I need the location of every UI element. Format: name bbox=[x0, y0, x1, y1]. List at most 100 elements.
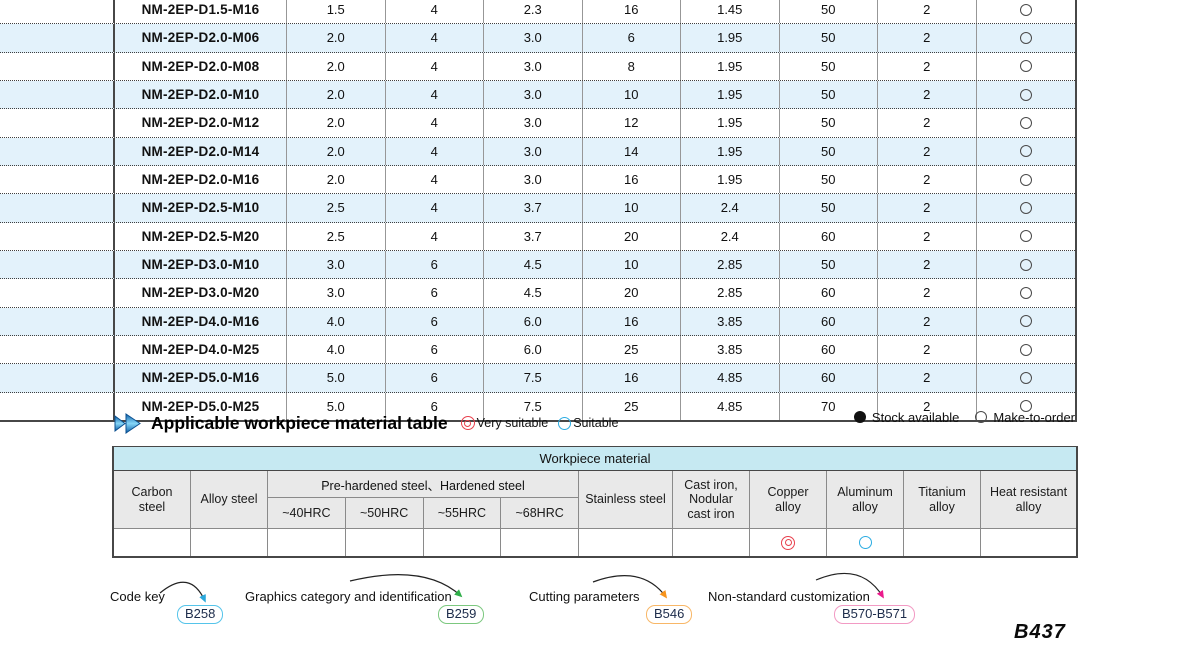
workpiece-table-title: Workpiece material bbox=[114, 447, 1076, 471]
spec-value: 6 bbox=[386, 364, 484, 392]
product-code: NM-2EP-D2.0-M06 bbox=[115, 24, 287, 52]
product-code: NM-2EP-D4.0-M25 bbox=[115, 335, 287, 364]
spec-value: 6 bbox=[386, 307, 484, 335]
spec-value: 50 bbox=[780, 137, 878, 165]
suitable-icon bbox=[558, 416, 572, 430]
spec-value: 3.0 bbox=[287, 250, 386, 279]
spec-value: 2 bbox=[878, 222, 977, 250]
spec-value: 60 bbox=[780, 364, 878, 392]
suitable-legend: Suitable bbox=[558, 416, 618, 430]
spec-value: 1.5 bbox=[287, 0, 386, 24]
product-code: NM-2EP-D5.0-M16 bbox=[115, 364, 287, 392]
stock-status-cell bbox=[977, 166, 1076, 193]
spec-value: 2 bbox=[878, 194, 977, 222]
spec-value: 50 bbox=[780, 24, 878, 52]
product-code: NM-2EP-D5.0-M25 bbox=[115, 392, 287, 420]
spec-value: 10 bbox=[583, 194, 681, 222]
product-code: NM-2EP-D4.0-M16 bbox=[115, 307, 287, 335]
product-code: NM-2EP-D2.5-M10 bbox=[115, 194, 287, 222]
spec-value: 14 bbox=[583, 137, 681, 165]
spec-value: 16 bbox=[583, 364, 681, 392]
spec-value: 2.0 bbox=[287, 24, 386, 52]
ref-label-cutting-parameters: Cutting parameters bbox=[529, 589, 640, 604]
product-code: NM-2EP-D2.0-M12 bbox=[115, 109, 287, 137]
spec-value: 4 bbox=[386, 194, 484, 222]
table-row: NM-2EP-D3.0-M20 3.0 6 4.5 20 2.85 60 2 bbox=[0, 279, 1075, 308]
make-to-order-icon bbox=[1019, 173, 1032, 186]
spec-value: 2 bbox=[878, 0, 977, 24]
spec-value: 4.5 bbox=[484, 279, 583, 307]
spec-value: 3.0 bbox=[484, 109, 583, 137]
row-image-cell bbox=[0, 24, 115, 52]
suitable-label: Suitable bbox=[573, 416, 619, 430]
stock-available-label: Stock available bbox=[871, 409, 960, 425]
spec-value: 2 bbox=[878, 24, 977, 52]
spec-value: 6.0 bbox=[484, 335, 583, 364]
stock-status-cell bbox=[977, 251, 1076, 278]
very-suitable-icon bbox=[460, 416, 475, 430]
table-row: NM-2EP-D2.0-M16 2.0 4 3.0 16 1.95 50 2 bbox=[0, 165, 1076, 195]
stock-status-cell bbox=[977, 81, 1076, 108]
make-to-order-icon bbox=[1019, 343, 1032, 356]
spec-value: 1.95 bbox=[681, 137, 780, 165]
spec-value: 8 bbox=[583, 52, 681, 80]
make-to-order-icon bbox=[1019, 315, 1032, 328]
spec-value: 25 bbox=[583, 392, 681, 420]
spec-value: 2.3 bbox=[484, 0, 583, 24]
spec-value: 3.0 bbox=[484, 24, 583, 52]
make-to-order-icon bbox=[1019, 286, 1032, 299]
spec-value: 2 bbox=[878, 52, 977, 80]
table-row: NM-2EP-D2.0-M06 2.0 4 3.0 6 1.95 50 2 bbox=[0, 24, 1075, 53]
spec-value: 16 bbox=[583, 165, 681, 194]
table-row: NM-2EP-D2.0-M10 2.0 4 3.0 10 1.95 50 2 bbox=[0, 80, 1076, 110]
spec-value: 20 bbox=[583, 279, 681, 307]
spec-value: 7.5 bbox=[484, 392, 583, 420]
very-suitable-legend: Very suitable bbox=[460, 416, 548, 430]
row-image-cell bbox=[0, 52, 115, 80]
table-row: NM-2EP-D3.0-M10 3.0 6 4.5 10 2.85 50 2 bbox=[0, 250, 1076, 280]
table-row: NM-2EP-D2.0-M14 2.0 4 3.0 14 1.95 50 2 bbox=[0, 137, 1076, 166]
col-50hrc: ~50HRC bbox=[346, 498, 424, 528]
spec-value: 1.95 bbox=[681, 109, 780, 137]
spec-value: 10 bbox=[583, 80, 681, 109]
suitability-carbon-steel bbox=[114, 529, 191, 556]
col-stainless-steel: Stainless steel bbox=[579, 471, 673, 528]
spec-value: 3.0 bbox=[484, 52, 583, 80]
ref-badge-code-key: B258 bbox=[177, 605, 224, 624]
spec-value: 10 bbox=[583, 250, 681, 279]
col-copper-alloy: Copper alloy bbox=[750, 471, 827, 528]
suitability-heat-resistant-alloy bbox=[981, 529, 1076, 556]
group-prehardened-label: Pre-hardened steel、Hardened steel bbox=[268, 471, 578, 498]
spec-value: 50 bbox=[780, 250, 878, 279]
product-code: NM-2EP-D2.0-M14 bbox=[115, 137, 287, 165]
spec-value: 2.0 bbox=[287, 109, 386, 137]
ref-badge-non-standard: B570-B571 bbox=[834, 605, 916, 624]
spec-value: 4 bbox=[386, 165, 484, 194]
make-to-order-icon bbox=[1019, 145, 1032, 158]
spec-value: 4 bbox=[386, 0, 484, 24]
suitability-alloy-steel bbox=[191, 529, 268, 556]
product-code: NM-2EP-D2.0-M16 bbox=[115, 165, 287, 194]
col-heat-resistant-alloy: Heat resistant alloy bbox=[989, 485, 1068, 514]
stock-status-cell bbox=[977, 138, 1076, 165]
spec-value: 50 bbox=[780, 80, 878, 109]
suitability-cast-iron bbox=[673, 529, 750, 556]
spec-value: 7.5 bbox=[484, 364, 583, 392]
spec-value: 5.0 bbox=[287, 364, 386, 392]
spec-value: 2.4 bbox=[681, 222, 780, 250]
very-suitable-icon bbox=[781, 535, 795, 550]
spec-value: 4 bbox=[386, 109, 484, 137]
row-image-cell bbox=[0, 222, 115, 250]
row-image-cell bbox=[0, 250, 115, 279]
spec-value: 12 bbox=[583, 109, 681, 137]
spec-value: 4.85 bbox=[681, 364, 780, 392]
ref-label-code-key: Code key bbox=[110, 589, 165, 604]
page-number: B437 bbox=[1014, 621, 1066, 643]
col-titanium-alloy: Titanium alloy bbox=[904, 471, 981, 528]
make-to-order-icon bbox=[1019, 60, 1032, 73]
spec-value: 2.0 bbox=[287, 137, 386, 165]
table-row: NM-2EP-D2.5-M10 2.5 4 3.7 10 2.4 50 2 bbox=[0, 194, 1075, 223]
spec-value: 50 bbox=[780, 52, 878, 80]
row-image-cell bbox=[0, 109, 115, 137]
spec-value: 2.85 bbox=[681, 250, 780, 279]
